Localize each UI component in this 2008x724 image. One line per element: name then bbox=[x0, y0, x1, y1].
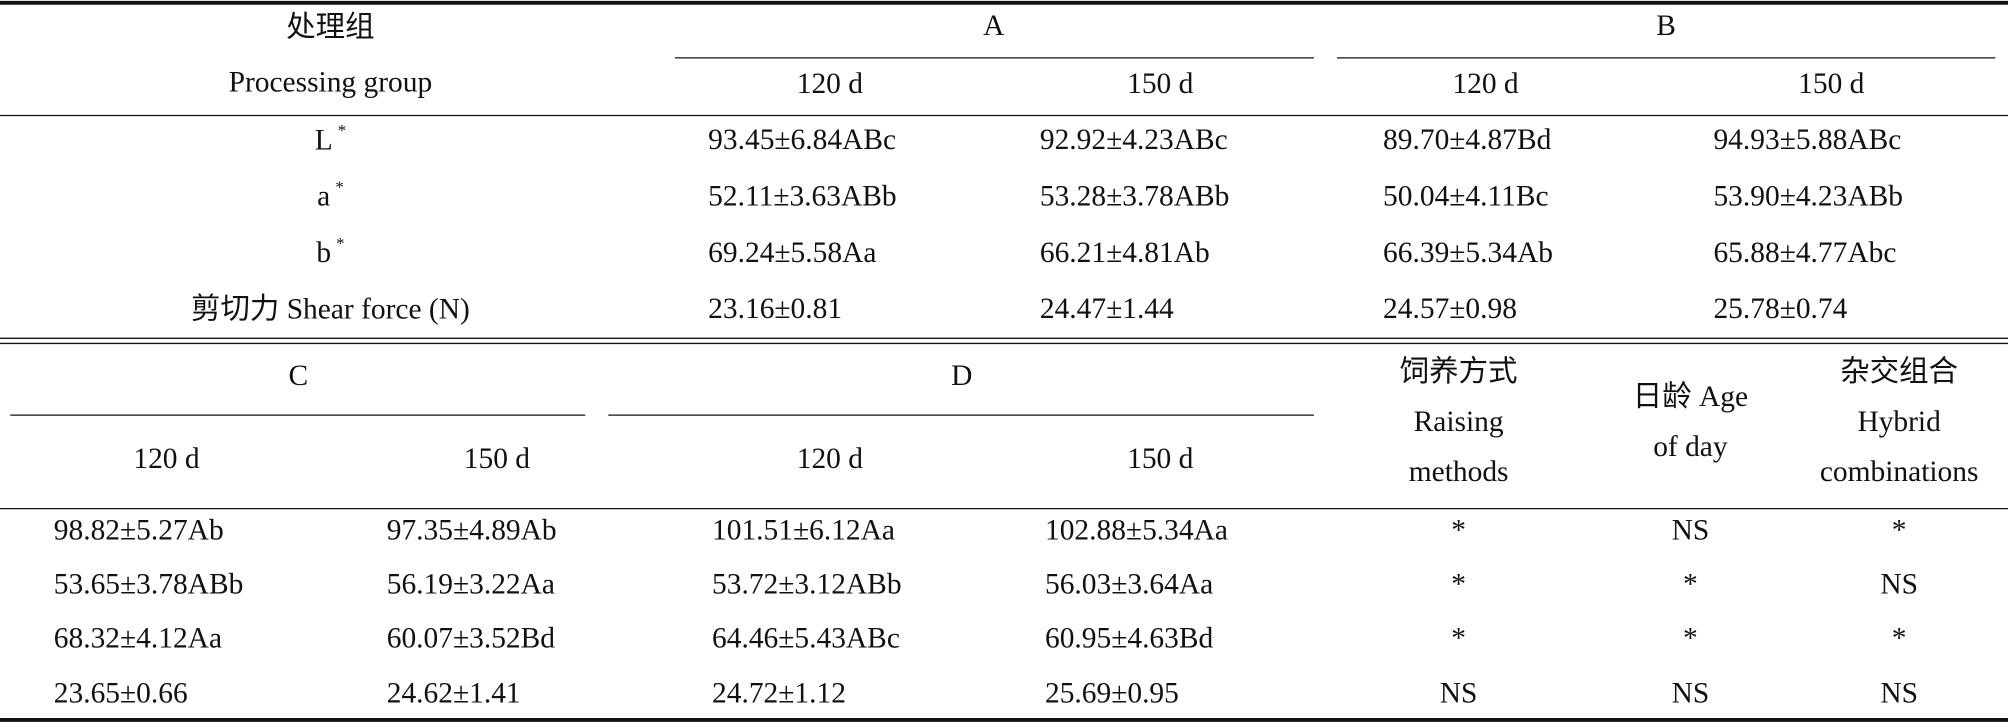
cell: 60.95±4.63Bd bbox=[1045, 622, 1214, 654]
factor-header: 杂交组合 bbox=[1840, 355, 1958, 388]
header-cell: 处理组 bbox=[286, 10, 374, 43]
group-header: B bbox=[1656, 10, 1676, 42]
cell: 23.65±0.66 bbox=[54, 677, 188, 709]
cell: 93.45±6.84ABc bbox=[708, 124, 896, 156]
row-label: a * bbox=[317, 177, 344, 212]
sub-header: 150 d bbox=[464, 443, 531, 475]
factor-header: 日龄 Age bbox=[1633, 380, 1748, 413]
cell: 92.92±4.23ABc bbox=[1040, 124, 1228, 156]
label-sup: * bbox=[338, 121, 346, 140]
label-text: 剪切力 Shear force (N) bbox=[191, 292, 470, 325]
sub-header: 150 d bbox=[1127, 443, 1194, 475]
sub-header: 120 d bbox=[797, 68, 864, 100]
cell: 53.65±3.78ABb bbox=[54, 569, 244, 601]
cell: 50.04±4.11Bc bbox=[1383, 180, 1549, 212]
cell: 53.90±4.23ABb bbox=[1713, 180, 1903, 212]
cell: 66.21±4.81Ab bbox=[1040, 237, 1210, 269]
group-header: A bbox=[983, 10, 1005, 42]
cell: 69.24±5.58Aa bbox=[708, 237, 876, 269]
label-text: b bbox=[316, 237, 331, 269]
header-cell: Processing group bbox=[229, 67, 433, 99]
row-label: 剪切力 Shear force (N) bbox=[191, 292, 470, 325]
cell: 65.88±4.77Abc bbox=[1713, 237, 1896, 269]
cell: 97.35±4.89Ab bbox=[387, 515, 557, 547]
significance-cell: * bbox=[1451, 622, 1466, 654]
factor-header: of day bbox=[1653, 431, 1728, 463]
label-text: a bbox=[317, 180, 330, 212]
cell: 24.57±0.98 bbox=[1383, 293, 1517, 325]
label-sup: * bbox=[336, 234, 344, 253]
significance-cell: NS bbox=[1672, 515, 1710, 547]
sub-header: 150 d bbox=[1127, 68, 1194, 100]
factor-header: Raising bbox=[1414, 406, 1504, 438]
cell: 52.11±3.63ABb bbox=[708, 180, 896, 212]
cell: 68.32±4.12Aa bbox=[54, 622, 222, 654]
cell: 25.78±0.74 bbox=[1713, 293, 1847, 325]
cell: 53.28±3.78ABb bbox=[1040, 180, 1230, 212]
significance-cell: NS bbox=[1440, 677, 1478, 709]
group-header: C bbox=[289, 360, 309, 392]
significance-cell: * bbox=[1683, 569, 1698, 601]
cell: 64.46±5.43ABc bbox=[712, 622, 900, 654]
cell: 94.93±5.88ABc bbox=[1713, 124, 1901, 156]
significance-cell: NS bbox=[1880, 677, 1918, 709]
factor-header: methods bbox=[1409, 456, 1509, 488]
row-label: L * bbox=[315, 121, 346, 156]
cell: 60.07±3.52Bd bbox=[387, 622, 556, 654]
significance-cell: * bbox=[1892, 622, 1907, 654]
sub-header: 120 d bbox=[1452, 68, 1519, 100]
cell: 66.39±5.34Ab bbox=[1383, 237, 1553, 269]
cell: 98.82±5.27Ab bbox=[54, 515, 224, 547]
factor-header: 饲养方式 bbox=[1400, 355, 1518, 388]
sub-header: 120 d bbox=[133, 443, 200, 475]
cell: 56.03±3.64Aa bbox=[1045, 569, 1213, 601]
sub-header: 150 d bbox=[1798, 68, 1865, 100]
group-header: D bbox=[951, 360, 972, 392]
cell: 25.69±0.95 bbox=[1045, 677, 1179, 709]
significance-cell: NS bbox=[1672, 677, 1710, 709]
sub-header: 120 d bbox=[797, 443, 864, 475]
row-label: b * bbox=[316, 234, 344, 269]
significance-cell: * bbox=[1892, 515, 1907, 547]
factor-header: Hybrid bbox=[1857, 406, 1941, 438]
cell: 24.72±1.12 bbox=[712, 677, 846, 709]
cell: 56.19±3.22Aa bbox=[387, 569, 555, 601]
label-sup: * bbox=[335, 177, 343, 196]
cell: 24.62±1.41 bbox=[387, 677, 521, 709]
factor-header: combinations bbox=[1820, 456, 1979, 488]
cell: 53.72±3.12ABb bbox=[712, 569, 902, 601]
significance-cell: * bbox=[1683, 622, 1698, 654]
cell: 24.47±1.44 bbox=[1040, 293, 1174, 325]
cell: 89.70±4.87Bd bbox=[1383, 124, 1552, 156]
significance-cell: * bbox=[1451, 569, 1466, 601]
label-text: L bbox=[315, 124, 333, 156]
cell: 101.51±6.12Aa bbox=[712, 515, 895, 547]
cell: 102.88±5.34Aa bbox=[1045, 515, 1228, 547]
significance-cell: NS bbox=[1880, 569, 1918, 601]
cell: 23.16±0.81 bbox=[708, 293, 842, 325]
significance-cell: * bbox=[1451, 515, 1466, 547]
